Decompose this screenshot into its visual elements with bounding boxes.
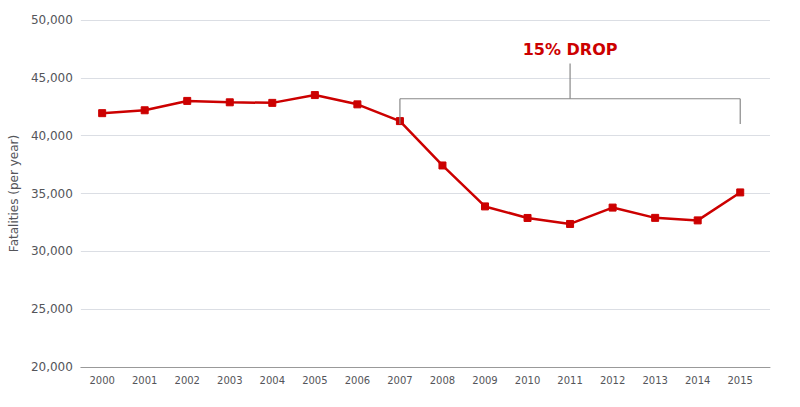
svg-text:2012: 2012 bbox=[600, 375, 625, 386]
svg-text:2010: 2010 bbox=[515, 375, 540, 386]
svg-text:2001: 2001 bbox=[132, 375, 157, 386]
svg-text:35,000: 35,000 bbox=[31, 187, 73, 201]
svg-text:50,000: 50,000 bbox=[31, 13, 73, 27]
svg-text:2011: 2011 bbox=[557, 375, 582, 386]
svg-text:2008: 2008 bbox=[430, 375, 455, 386]
svg-text:20,000: 20,000 bbox=[31, 360, 73, 374]
svg-text:2014: 2014 bbox=[685, 375, 710, 386]
svg-text:2007: 2007 bbox=[387, 375, 412, 386]
svg-text:45,000: 45,000 bbox=[31, 71, 73, 85]
svg-text:Fatalities (per year): Fatalities (per year) bbox=[7, 135, 21, 252]
svg-text:2009: 2009 bbox=[472, 375, 497, 386]
svg-text:2002: 2002 bbox=[175, 375, 200, 386]
svg-text:2006: 2006 bbox=[345, 375, 370, 386]
svg-text:2003: 2003 bbox=[217, 375, 242, 386]
svg-text:2015: 2015 bbox=[727, 375, 752, 386]
svg-text:2004: 2004 bbox=[260, 375, 285, 386]
svg-text:15% DROP: 15% DROP bbox=[523, 40, 618, 59]
svg-text:2005: 2005 bbox=[302, 375, 327, 386]
svg-text:2013: 2013 bbox=[642, 375, 667, 386]
svg-text:25,000: 25,000 bbox=[31, 302, 73, 316]
svg-text:40,000: 40,000 bbox=[31, 129, 73, 143]
svg-text:30,000: 30,000 bbox=[31, 244, 73, 258]
svg-text:2000: 2000 bbox=[89, 375, 114, 386]
